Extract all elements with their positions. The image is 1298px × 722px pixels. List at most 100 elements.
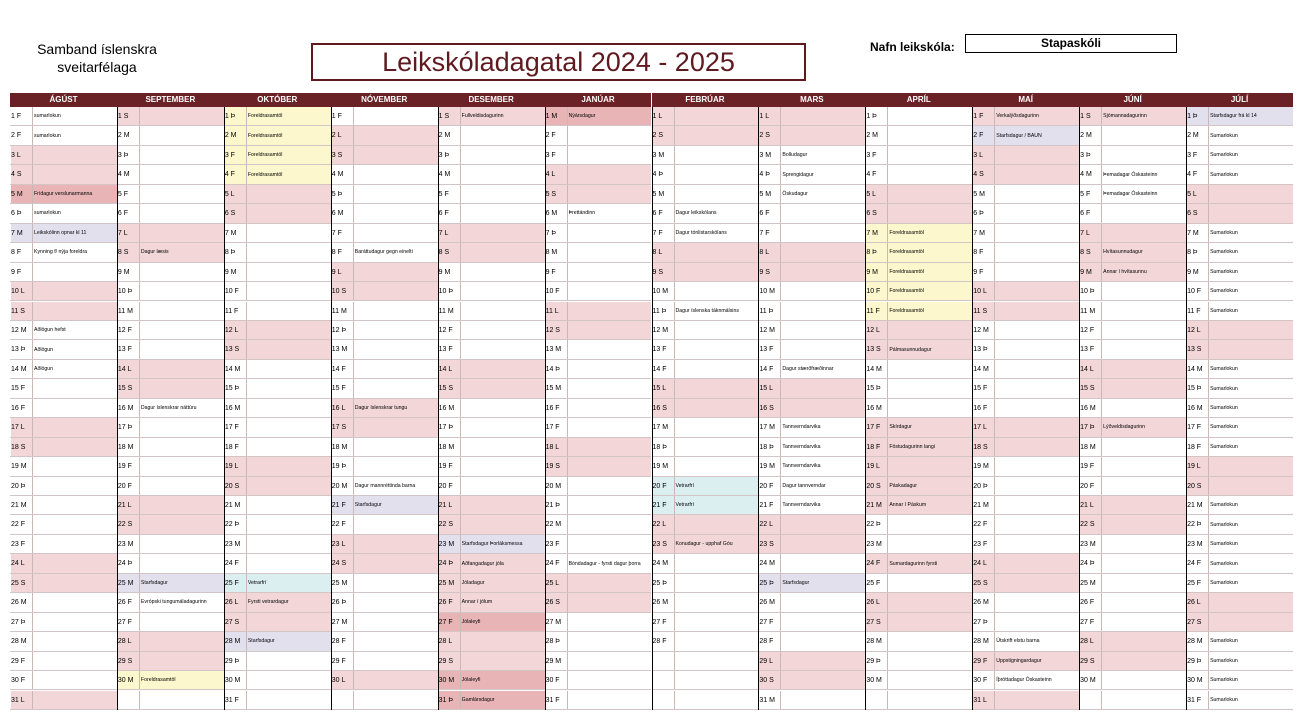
day-note[interactable] <box>353 282 438 301</box>
day-note[interactable]: Aðlögun <box>34 366 54 373</box>
day-note[interactable] <box>888 632 972 650</box>
day-note[interactable] <box>995 690 1080 709</box>
day-note[interactable] <box>995 340 1079 358</box>
day-note[interactable] <box>675 418 759 436</box>
day-note[interactable] <box>354 574 438 592</box>
day-note[interactable] <box>461 302 545 320</box>
day-note[interactable]: Sumarlokun <box>1210 152 1238 159</box>
day-note[interactable]: Vetrarfrí <box>674 496 759 515</box>
day-note[interactable] <box>675 613 759 631</box>
day-note[interactable] <box>567 184 652 204</box>
day-note[interactable] <box>781 379 866 398</box>
day-note[interactable] <box>888 107 972 125</box>
day-note[interactable] <box>1209 340 1293 359</box>
day-note[interactable] <box>888 535 972 553</box>
day-note[interactable] <box>995 301 1080 320</box>
day-note[interactable] <box>33 282 117 301</box>
day-note[interactable] <box>781 224 865 242</box>
day-note[interactable] <box>888 691 972 709</box>
day-note[interactable] <box>675 282 759 300</box>
day-note[interactable] <box>995 496 1079 514</box>
day-note[interactable] <box>675 593 759 611</box>
day-note[interactable]: Vetrarfrí <box>674 476 759 495</box>
day-note[interactable]: Starfsdagur <box>246 632 331 651</box>
day-note[interactable] <box>1102 438 1186 456</box>
day-note[interactable] <box>247 691 331 709</box>
day-note[interactable] <box>995 535 1079 553</box>
day-note[interactable] <box>33 457 117 475</box>
day-note[interactable]: Sumarlokun <box>1210 657 1238 664</box>
day-note[interactable] <box>781 243 866 262</box>
day-note[interactable] <box>1102 671 1186 689</box>
day-note[interactable] <box>140 165 224 183</box>
day-note[interactable] <box>33 671 117 689</box>
day-note[interactable] <box>140 185 224 203</box>
day-note[interactable] <box>461 126 545 144</box>
day-note[interactable] <box>246 476 331 495</box>
day-note[interactable] <box>247 302 331 320</box>
day-note[interactable]: Dagur íslenska táknmálsins <box>675 307 739 314</box>
day-note[interactable] <box>995 573 1080 593</box>
day-note[interactable] <box>675 457 759 475</box>
day-note[interactable] <box>781 340 865 358</box>
day-note[interactable] <box>1209 593 1293 612</box>
day-note[interactable] <box>460 515 545 534</box>
day-note[interactable] <box>354 632 438 650</box>
day-note[interactable] <box>781 671 866 690</box>
day-note[interactable] <box>33 263 117 281</box>
day-note[interactable] <box>461 399 545 417</box>
day-note[interactable] <box>567 320 652 340</box>
day-note[interactable] <box>247 418 331 436</box>
day-note[interactable] <box>1209 204 1293 223</box>
day-note[interactable] <box>888 146 972 164</box>
day-note[interactable] <box>33 573 117 593</box>
day-note[interactable] <box>568 243 652 261</box>
day-note[interactable] <box>567 437 652 457</box>
day-note[interactable] <box>781 321 865 339</box>
day-note[interactable] <box>674 126 759 145</box>
day-note[interactable] <box>567 573 652 593</box>
day-note[interactable] <box>33 379 117 397</box>
day-note[interactable] <box>1102 359 1187 379</box>
day-note[interactable] <box>674 515 759 534</box>
day-note[interactable] <box>354 515 438 533</box>
day-note[interactable] <box>995 282 1080 301</box>
day-note[interactable] <box>246 204 331 223</box>
day-note[interactable] <box>888 165 972 183</box>
day-note[interactable] <box>888 574 972 592</box>
day-note[interactable] <box>888 671 972 689</box>
day-note[interactable] <box>995 437 1080 457</box>
day-note[interactable]: Sumarlokun <box>1210 580 1238 587</box>
day-note[interactable] <box>675 185 759 203</box>
day-note[interactable] <box>781 282 865 300</box>
day-note[interactable]: Sumarlokun <box>1210 424 1238 431</box>
day-note[interactable]: Kynning f/ nýja foreldra <box>34 249 88 256</box>
day-note[interactable] <box>995 379 1079 397</box>
day-note[interactable] <box>354 457 438 475</box>
day-note[interactable] <box>1102 651 1187 671</box>
day-note[interactable] <box>33 399 117 417</box>
day-note[interactable] <box>33 690 117 709</box>
day-note[interactable]: Sumarlokun <box>1210 268 1238 275</box>
day-note[interactable] <box>354 438 438 456</box>
day-note[interactable] <box>33 515 117 533</box>
day-note[interactable]: Jóladagur <box>460 573 545 593</box>
day-note[interactable]: Íþróttadagur Óskasteinn <box>996 677 1052 684</box>
day-note[interactable] <box>33 632 117 650</box>
day-note[interactable] <box>781 126 866 145</box>
day-note[interactable] <box>354 613 438 631</box>
day-note[interactable] <box>353 671 438 690</box>
day-note[interactable]: Starfsdagur / BAUN <box>995 126 1080 145</box>
day-note[interactable] <box>461 185 545 203</box>
day-note[interactable] <box>567 457 652 476</box>
day-note[interactable]: Skírdagur <box>888 418 973 437</box>
day-note[interactable] <box>33 477 117 495</box>
day-note[interactable] <box>461 457 545 475</box>
day-note[interactable] <box>674 243 759 262</box>
day-note[interactable]: Foreldrasamtöl <box>888 223 973 243</box>
day-note[interactable] <box>1209 476 1293 495</box>
day-note[interactable] <box>139 632 224 651</box>
day-note[interactable] <box>353 145 438 165</box>
day-note[interactable] <box>675 321 759 339</box>
day-note[interactable] <box>995 145 1080 165</box>
